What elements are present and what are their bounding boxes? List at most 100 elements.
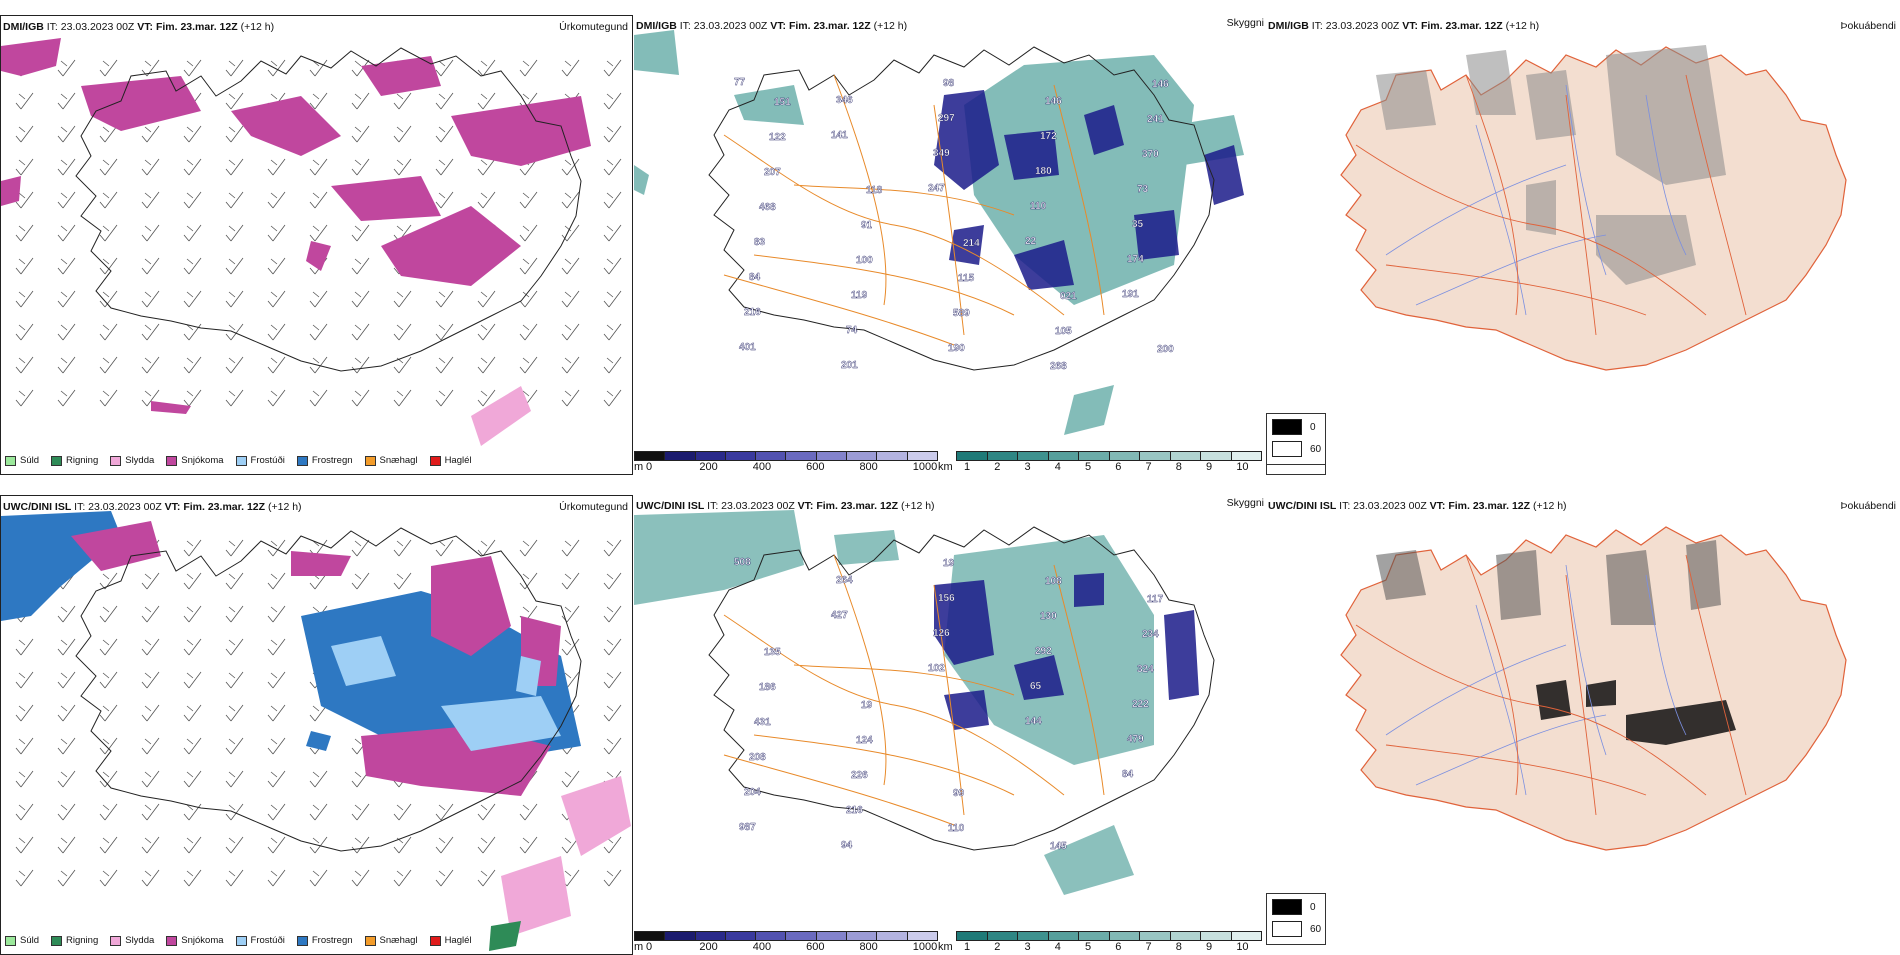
wind-barb <box>603 704 622 722</box>
wind-barb <box>225 671 244 689</box>
value-label: 468 <box>759 202 776 213</box>
snow-area <box>71 521 561 796</box>
iceland-coast <box>708 46 1215 371</box>
wind-barb <box>393 572 412 590</box>
field-title: Skyggni <box>1226 497 1264 509</box>
wind-barb <box>183 59 202 77</box>
wind-barb <box>57 191 76 209</box>
wind-barb <box>141 671 160 689</box>
wind-barb <box>57 257 76 275</box>
wind-barb <box>393 869 412 887</box>
value-label: 22 <box>1025 236 1037 247</box>
wind-barb <box>351 257 370 275</box>
wind-barb <box>15 704 34 722</box>
value-label: 370 <box>1142 149 1159 160</box>
value-label: 117 <box>1147 594 1164 605</box>
wind-barb <box>561 257 580 275</box>
legend-label: Slydda <box>125 935 155 946</box>
wind-barb <box>477 290 496 308</box>
wind-barb <box>225 389 244 407</box>
wind-barb <box>57 59 76 77</box>
tick-label: 200 <box>699 461 718 473</box>
ceiling-unit: m <box>634 941 644 953</box>
panel-title: UWC/DINI ISL IT: 23.03.2023 00Z VT: Fim.… <box>3 501 302 513</box>
wind-barb <box>99 803 118 821</box>
wind-barb <box>99 389 118 407</box>
wind-barb <box>225 638 244 656</box>
wind-barb <box>99 125 118 143</box>
value-label: 207 <box>764 167 781 178</box>
wind-barb <box>183 224 202 242</box>
value-label: 222 <box>1132 699 1149 710</box>
colorbar-cell <box>1109 452 1140 460</box>
wind-barb <box>351 572 370 590</box>
wind-barb <box>351 323 370 341</box>
wind-barb <box>519 803 538 821</box>
wind-barb <box>15 356 34 374</box>
wind-barb <box>183 869 202 887</box>
wind-barb <box>351 92 370 110</box>
wind-barb <box>15 389 34 407</box>
wind-barb <box>99 257 118 275</box>
wind-barb <box>57 290 76 308</box>
wind-barb <box>225 191 244 209</box>
wind-barb <box>393 836 412 854</box>
value-label: 135 <box>764 647 781 658</box>
wind-barb <box>267 704 286 722</box>
wind-barb <box>99 59 118 77</box>
colorbar-cell <box>695 452 726 460</box>
wind-barb <box>183 638 202 656</box>
freezing-rain-area <box>1 511 581 756</box>
ceiling-colorbar <box>634 931 938 941</box>
wind-barb <box>519 356 538 374</box>
wind-barb <box>57 224 76 242</box>
wind-barb <box>15 158 34 176</box>
tick-label: 9 <box>1206 461 1213 473</box>
legend-swatch <box>364 935 376 946</box>
value-label: 247 <box>928 183 945 194</box>
colorbar-cell <box>816 452 848 460</box>
value-label: 186 <box>759 682 776 693</box>
ceiling-colorbar <box>634 451 938 461</box>
wind-barb <box>57 770 76 788</box>
value-label: 19 <box>943 558 955 569</box>
freezing-drizzle-area <box>331 636 561 751</box>
legend-swatch <box>429 935 441 946</box>
legend-swatch <box>166 935 178 946</box>
value-label: 146 <box>1045 96 1062 107</box>
wind-barb <box>267 737 286 755</box>
legend-swatch <box>166 455 178 466</box>
wind-barb <box>309 323 328 341</box>
value-label: 84 <box>1122 769 1134 780</box>
colorbar-cell <box>907 932 937 940</box>
wind-barb <box>183 605 202 623</box>
wind-barb <box>435 158 454 176</box>
legend-item: Snjókoma <box>166 455 224 466</box>
wind-barb <box>393 389 412 407</box>
value-label: 108 <box>1045 576 1062 587</box>
wind-barb <box>183 770 202 788</box>
ptype-panel-uwc: UWC/DINI ISL IT: 23.03.2023 00Z VT: Fim.… <box>0 495 633 955</box>
legend-label: Rigning <box>66 935 99 946</box>
wind-barb <box>603 356 622 374</box>
legend-label: Frostregn <box>311 455 353 466</box>
wind-barb <box>477 356 496 374</box>
wind-barb <box>99 836 118 854</box>
legend-label: Snjókoma <box>181 455 224 466</box>
fog-map <box>1340 526 1847 851</box>
value-label: 226 <box>851 770 868 781</box>
wind-barb <box>15 125 34 143</box>
wind-barb <box>267 539 286 557</box>
wind-barb <box>225 59 244 77</box>
wind-barb <box>561 389 580 407</box>
value-label: 118 <box>866 185 883 196</box>
wind-barb <box>603 257 622 275</box>
tick-label: 7 <box>1145 941 1152 953</box>
legend-item: Haglél <box>429 455 472 466</box>
wind-barb <box>183 737 202 755</box>
value-label: 110 <box>948 823 965 834</box>
value-labels: 508 427 102 144 84 987 264 126 65 479 204 94 156 292 2… <box>734 557 1164 852</box>
wind-barb <box>141 836 160 854</box>
wind-barb <box>309 191 328 209</box>
wind-barb <box>225 539 244 557</box>
